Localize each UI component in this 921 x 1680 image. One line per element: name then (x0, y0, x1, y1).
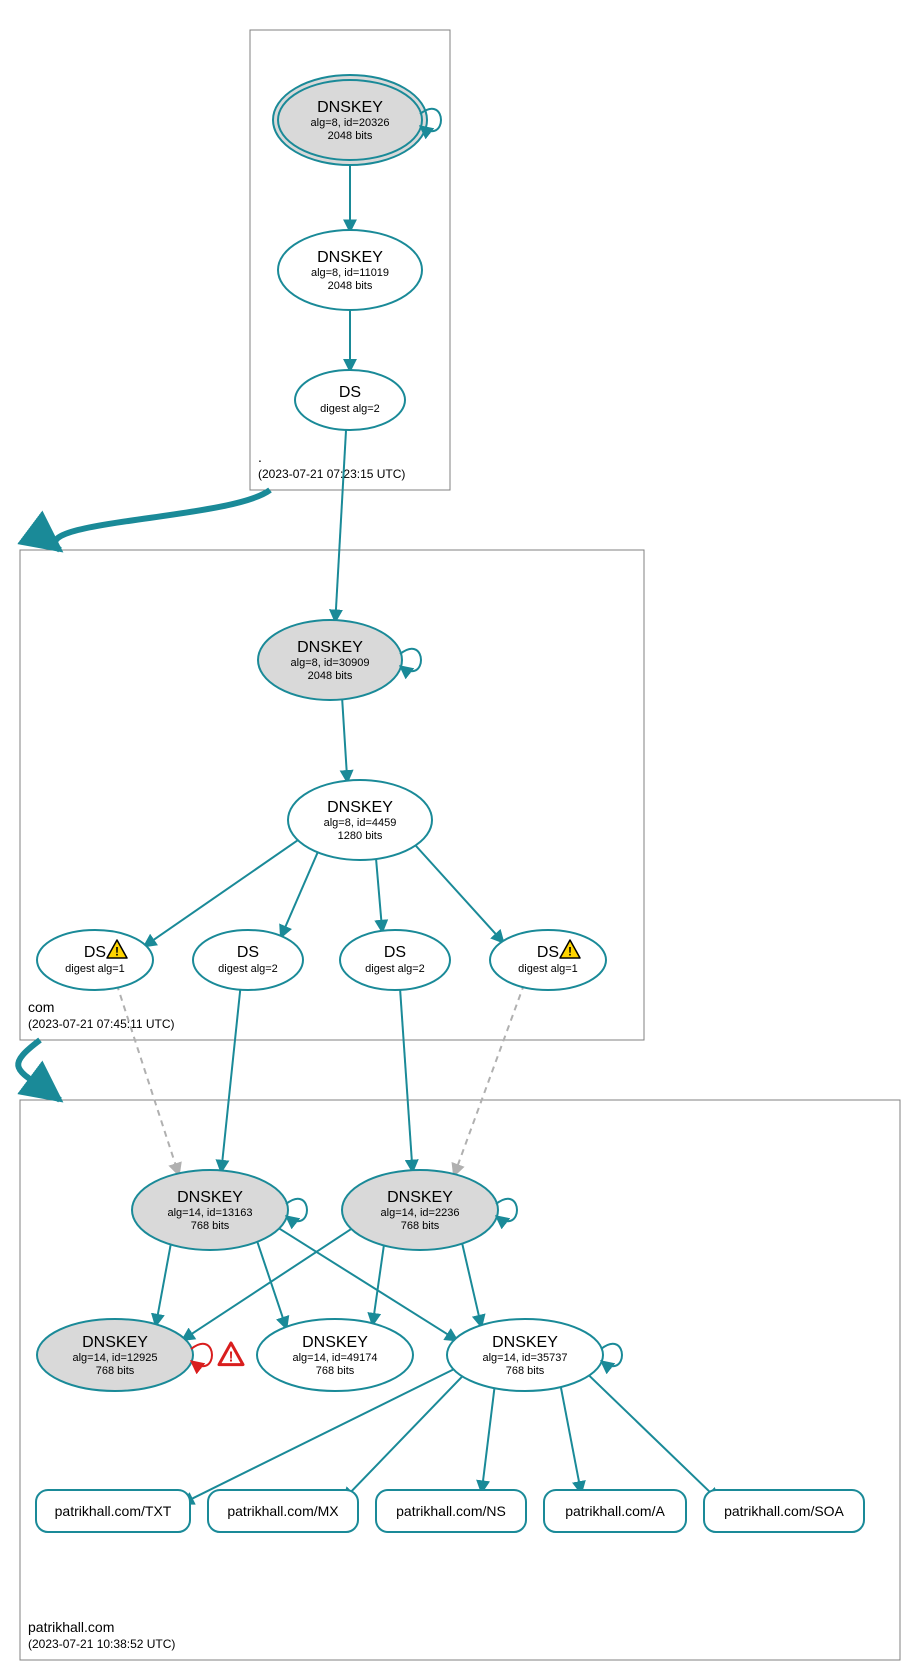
node-detail: alg=8, id=11019 (311, 267, 389, 279)
node-detail: 768 bits (316, 1365, 355, 1377)
node-com_ds2[interactable]: DS digest alg=2 (193, 930, 303, 990)
node-detail: 768 bits (401, 1220, 440, 1232)
node-detail: alg=14, id=13163 (167, 1207, 252, 1219)
self-loop (286, 1199, 307, 1221)
edge (412, 842, 504, 943)
rrset-rr_mx[interactable]: patrikhall.com/MX (208, 1490, 358, 1532)
node-detail: alg=14, id=2236 (381, 1207, 460, 1219)
rrset-rr_a[interactable]: patrikhall.com/A (544, 1490, 686, 1532)
svg-text:(2023-07-21 10:38:52 UTC): (2023-07-21 10:38:52 UTC) (28, 1637, 175, 1651)
rrset-rr_txt[interactable]: patrikhall.com/TXT (36, 1490, 190, 1532)
zone-delegation-arrow (55, 490, 270, 550)
warning-icon-mark: ! (568, 945, 572, 959)
node-root_ksk[interactable]: DNSKEYalg=8, id=203262048 bits (273, 75, 441, 165)
node-title: DNSKEY (387, 1189, 453, 1206)
svg-text:(2023-07-21 07:45:11 UTC): (2023-07-21 07:45:11 UTC) (28, 1017, 175, 1031)
self-loop (400, 649, 421, 671)
rrset-rr_soa[interactable]: patrikhall.com/SOA (704, 1490, 864, 1532)
node-title: DNSKEY (297, 639, 363, 656)
edge (221, 987, 240, 1173)
node-leaf_ksk2[interactable]: DNSKEYalg=14, id=2236768 bits (342, 1170, 517, 1250)
edge (560, 1383, 581, 1494)
node-title: DS (537, 944, 559, 961)
rrset-label: patrikhall.com/NS (396, 1503, 506, 1519)
edge (144, 837, 303, 947)
node-leaf_zsk1[interactable]: DNSKEYalg=14, id=12925768 bits! (37, 1319, 243, 1391)
edge (585, 1372, 719, 1501)
node-detail: 2048 bits (328, 280, 373, 292)
node-detail: digest alg=2 (218, 963, 278, 975)
node-title: DS (84, 944, 106, 961)
node-detail: alg=8, id=20326 (311, 117, 390, 129)
dnssec-graph: . (2023-07-21 07:23:15 UTC) com (2023-07-21… (0, 0, 921, 1680)
edge (372, 1241, 384, 1325)
node-detail: 768 bits (96, 1365, 135, 1377)
node-detail: digest alg=1 (518, 963, 578, 975)
self-loop (496, 1199, 517, 1221)
node-detail: alg=14, id=35737 (482, 1352, 567, 1364)
node-root_zsk[interactable]: DNSKEYalg=8, id=110192048 bits (278, 230, 422, 310)
node-title: DS (339, 384, 361, 401)
edge (256, 1237, 287, 1329)
warning-icon-mark: ! (229, 1350, 234, 1366)
node-title: DS (384, 944, 406, 961)
node-root_ds[interactable]: DS digest alg=2 (295, 370, 405, 430)
rrset-label: patrikhall.com/SOA (724, 1503, 844, 1519)
self-loop (191, 1344, 212, 1366)
svg-text:(2023-07-21 07:23:15 UTC): (2023-07-21 07:23:15 UTC) (258, 467, 405, 481)
node-leaf_ksk1[interactable]: DNSKEYalg=14, id=13163768 bits (132, 1170, 307, 1250)
edge (343, 1373, 466, 1501)
node-com_ds4[interactable]: DS digest alg=1! (490, 930, 606, 990)
node-detail: digest alg=2 (320, 403, 380, 415)
edge (335, 427, 346, 622)
node-title: DNSKEY (317, 99, 383, 116)
edge (156, 1240, 172, 1326)
rrset-label: patrikhall.com/MX (227, 1503, 339, 1519)
node-title: DNSKEY (177, 1189, 243, 1206)
node-detail: digest alg=1 (65, 963, 125, 975)
rrset-label: patrikhall.com/A (565, 1503, 665, 1519)
node-detail: alg=14, id=49174 (292, 1352, 377, 1364)
node-leaf_zsk2[interactable]: DNSKEYalg=14, id=49174768 bits (257, 1319, 413, 1391)
edge (400, 987, 413, 1172)
node-title: DNSKEY (317, 249, 383, 266)
edge (281, 848, 320, 938)
node-detail: alg=8, id=30909 (291, 657, 370, 669)
node-detail: alg=8, id=4459 (324, 817, 397, 829)
edge (454, 984, 524, 1176)
zone-delegation-arrow (18, 1040, 60, 1100)
svg-text:com: com (28, 999, 54, 1015)
warning-icon-mark: ! (115, 945, 119, 959)
node-detail: 768 bits (191, 1220, 230, 1232)
rrset-label: patrikhall.com/TXT (55, 1503, 172, 1519)
node-title: DNSKEY (492, 1334, 558, 1351)
node-detail: 768 bits (506, 1365, 545, 1377)
node-title: DNSKEY (327, 799, 393, 816)
node-detail: 2048 bits (328, 130, 373, 142)
node-detail: 2048 bits (308, 670, 353, 682)
node-title: DS (237, 944, 259, 961)
edge (376, 855, 383, 932)
node-title: DNSKEY (302, 1334, 368, 1351)
svg-text:.: . (258, 449, 262, 465)
svg-text:patrikhall.com: patrikhall.com (28, 1619, 114, 1635)
node-detail: digest alg=2 (365, 963, 425, 975)
node-title: DNSKEY (82, 1334, 148, 1351)
node-com_ds3[interactable]: DS digest alg=2 (340, 930, 450, 990)
edge (482, 1384, 495, 1493)
node-com_ksk[interactable]: DNSKEYalg=8, id=309092048 bits (258, 620, 421, 700)
node-detail: alg=14, id=12925 (72, 1352, 157, 1364)
edge (342, 695, 347, 782)
edge (461, 1239, 481, 1327)
edge (117, 985, 179, 1176)
node-com_ds1[interactable]: DS digest alg=1! (37, 930, 153, 990)
self-loop (601, 1344, 622, 1366)
node-detail: 1280 bits (338, 830, 383, 842)
node-com_zsk[interactable]: DNSKEYalg=8, id=44591280 bits (288, 780, 432, 860)
node-leaf_zsk3[interactable]: DNSKEYalg=14, id=35737768 bits (447, 1319, 622, 1391)
rrset-rr_ns[interactable]: patrikhall.com/NS (376, 1490, 526, 1532)
